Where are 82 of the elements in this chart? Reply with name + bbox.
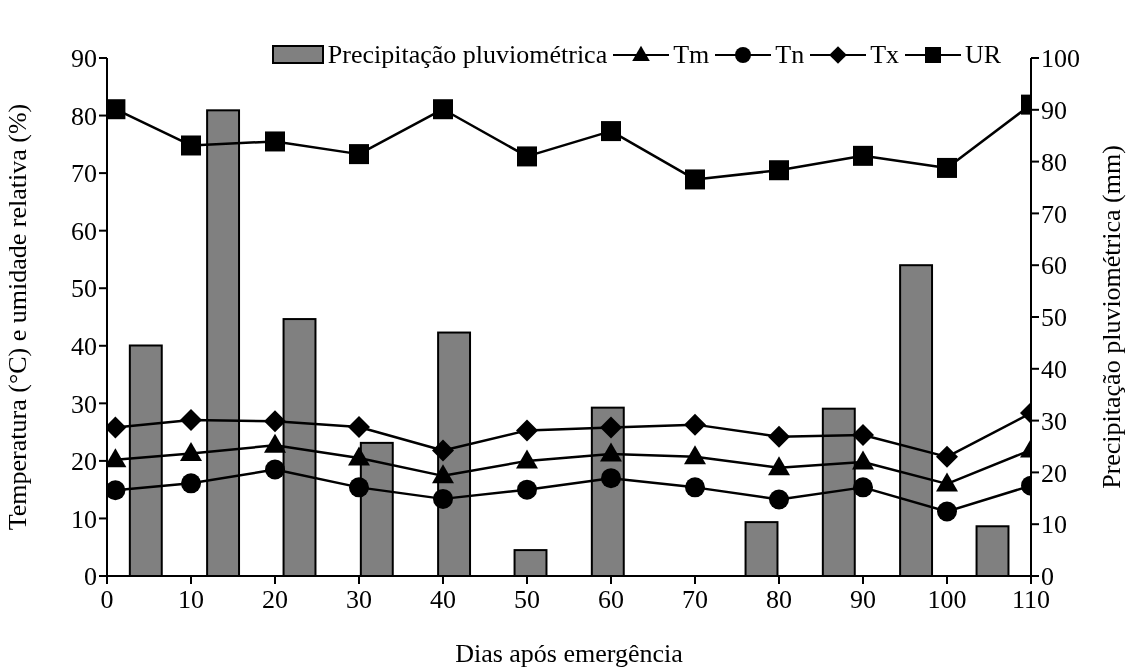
x-tick-label: 50	[514, 585, 540, 615]
y-axis-title: Temperatura (°C) e umidade relativa (%)	[3, 103, 33, 531]
point	[107, 416, 127, 439]
y2-tick-label: 100	[1041, 44, 1080, 74]
x-tick-label: 80	[766, 585, 792, 615]
x-tick-label: 10	[178, 585, 204, 615]
y-tick-label: 10	[71, 504, 97, 534]
point	[517, 479, 537, 500]
point	[936, 445, 958, 468]
x-tick-label: 20	[262, 585, 288, 615]
point	[768, 425, 790, 448]
point	[433, 99, 453, 120]
point	[265, 131, 285, 152]
y2-axis-title: Precipitação pluviométrica (mm)	[1097, 145, 1127, 489]
x-tick-label: 90	[850, 585, 876, 615]
point	[600, 442, 622, 462]
point	[348, 415, 370, 438]
y-tick-label: 20	[71, 447, 97, 477]
point	[516, 449, 538, 469]
point	[516, 419, 538, 442]
point	[601, 121, 621, 142]
point	[432, 439, 454, 462]
point	[107, 99, 126, 120]
y-tick-label: 70	[71, 159, 97, 189]
point	[852, 450, 874, 470]
x-tick-label: 100	[927, 585, 967, 615]
x-tick-label: 60	[598, 585, 624, 615]
y-tick-label: 50	[71, 274, 97, 304]
point	[937, 157, 957, 178]
point	[349, 144, 369, 165]
x-tick-label: 70	[682, 585, 708, 615]
y-tick-label: 60	[71, 216, 97, 246]
point	[432, 464, 454, 484]
point	[264, 410, 286, 433]
x-tick-label: 30	[346, 585, 372, 615]
y2-tick-label: 20	[1041, 458, 1067, 488]
point	[685, 169, 705, 190]
point	[601, 468, 621, 489]
point	[936, 472, 958, 492]
y-tick-label: 40	[71, 332, 97, 362]
point	[684, 445, 706, 465]
y-tick-label: 80	[71, 101, 97, 131]
point	[348, 446, 370, 466]
y2-tick-label: 60	[1041, 251, 1067, 281]
point	[264, 433, 286, 453]
legend-label: Tm	[673, 40, 710, 70]
point	[181, 473, 201, 494]
point	[768, 456, 790, 476]
point	[433, 488, 453, 509]
y2-tick-label: 80	[1041, 147, 1067, 177]
point	[853, 477, 873, 498]
point	[769, 489, 789, 510]
point	[107, 448, 127, 468]
y2-tick-label: 70	[1041, 199, 1067, 229]
point	[937, 501, 957, 522]
point	[107, 480, 126, 501]
x-axis-title: Dias após emergência	[455, 639, 684, 668]
point	[852, 423, 874, 446]
point	[180, 409, 202, 432]
point	[685, 477, 705, 498]
y2-tick-label: 10	[1041, 510, 1067, 540]
y-tick-label: 0	[84, 562, 97, 592]
y2-tick-label: 90	[1041, 96, 1067, 126]
y-tick-label: 30	[71, 389, 97, 419]
point	[769, 160, 789, 181]
point	[517, 146, 537, 167]
legend-label: Tx	[870, 40, 900, 70]
point	[181, 135, 201, 156]
legend-label: UR	[965, 40, 1002, 70]
y-tick-label: 90	[71, 44, 97, 74]
point	[349, 477, 369, 498]
point	[600, 416, 622, 439]
legend-label: Precipitação pluviométrica	[327, 40, 608, 70]
point	[853, 145, 873, 166]
point	[265, 459, 285, 480]
y2-tick-label: 40	[1041, 355, 1067, 385]
y2-tick-label: 30	[1041, 406, 1067, 436]
y2-tick-label: 50	[1041, 303, 1067, 333]
point	[684, 413, 706, 436]
legend-label: Tn	[775, 40, 805, 70]
x-tick-label: 40	[430, 585, 456, 615]
point	[180, 441, 202, 461]
